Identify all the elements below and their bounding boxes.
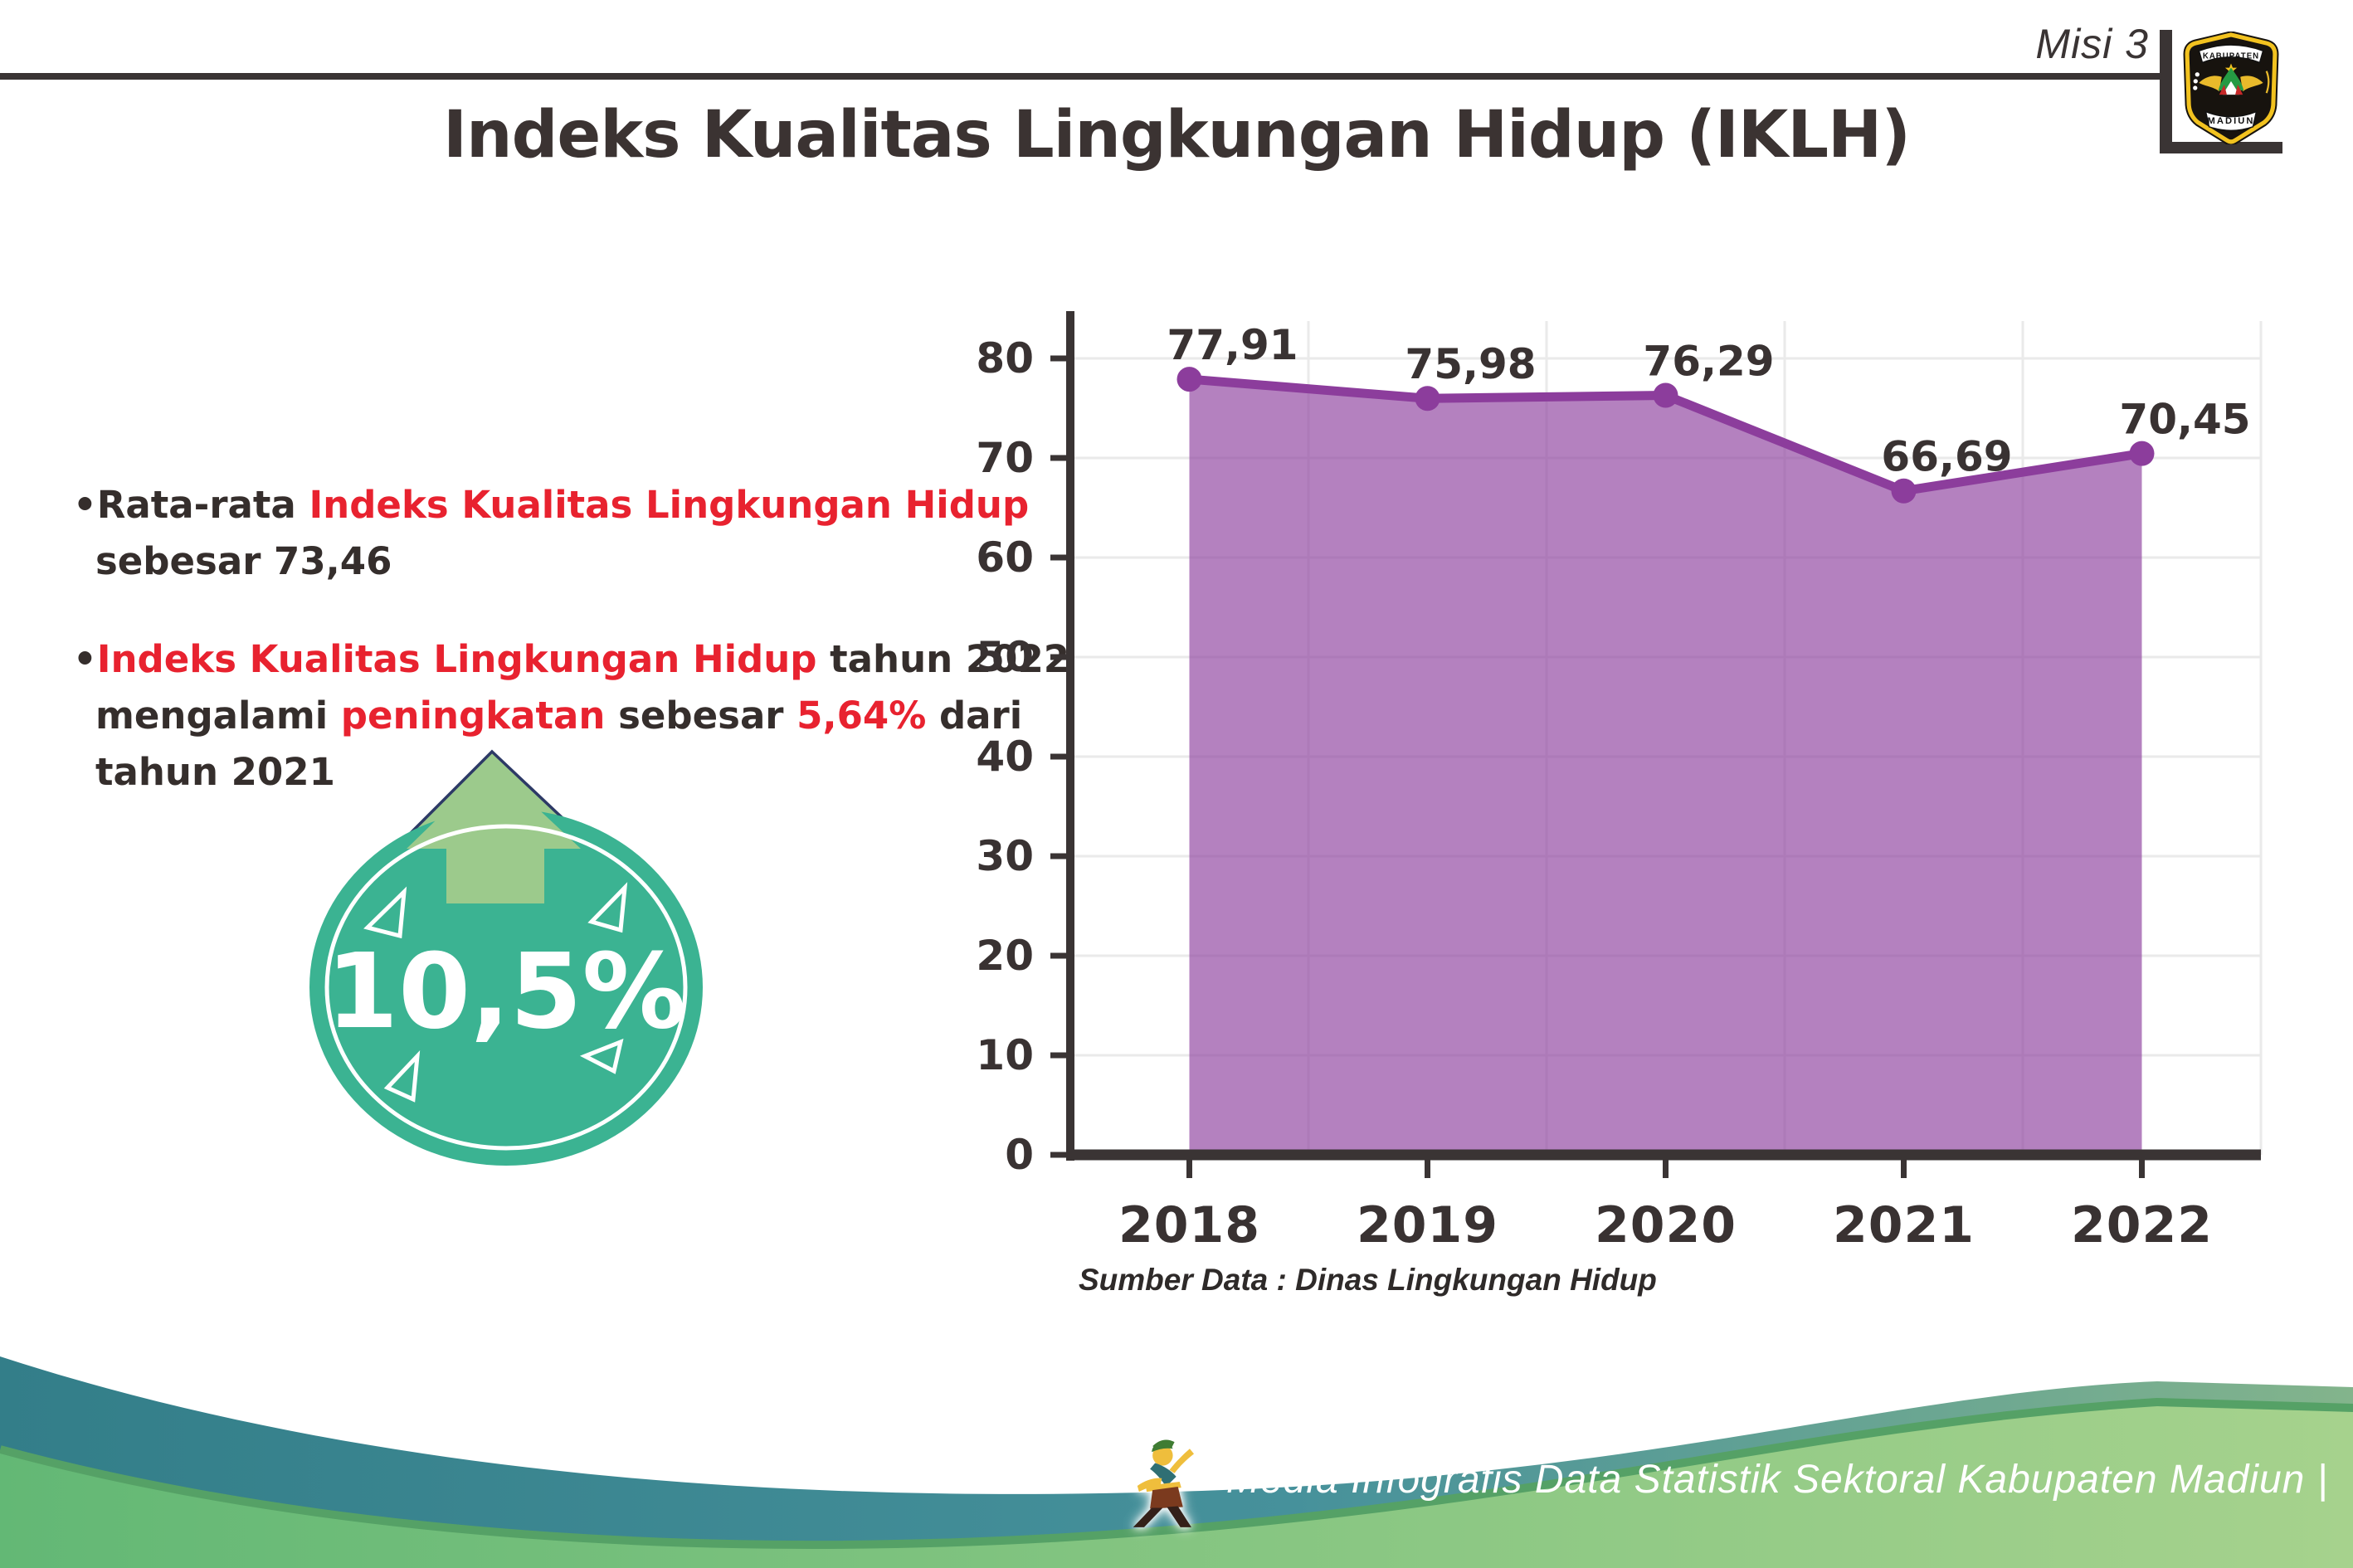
bullet-text-highlight: Indeks Kualitas Lingkungan Hidup [309,483,1030,527]
bullet-text: sebesar 73,46 [95,539,392,583]
mascot-icon [1133,1439,1195,1527]
bullet-text: sebesar [605,694,797,738]
x-tick-label: 2022 [2071,1196,2213,1254]
logo-top-banner [2198,44,2264,64]
footer-credit: Media Infografis Data Statistik Sektoral… [1226,1458,2329,1502]
chart-area-fill [1189,379,2142,1155]
bullet-text-highlight: peningkatan [340,694,606,738]
x-tick-label: 2021 [1833,1196,1975,1254]
mascot-leg-right [1167,1506,1191,1527]
data-point [1415,386,1440,411]
y-tick-label: 70 [976,434,1034,482]
up-arrow-base [407,766,581,903]
mascot-cap-swoosh [1152,1439,1175,1449]
logo-cotton-2 [2193,79,2198,84]
mascot-arm-left [1137,1478,1162,1493]
bullet-line: •Indeks Kualitas Lingkungan Hidup tahun … [73,631,1069,688]
logo-cotton-1 [2195,72,2200,77]
badge-inner-ring [324,824,688,1151]
y-tick-label: 10 [976,1031,1034,1079]
data-point [1176,367,1202,392]
data-label: 77,91 [1167,321,1298,369]
data-label: 66,69 [1881,433,2012,481]
data-point [1653,382,1678,408]
logo-frame-horizontal [2160,142,2282,153]
bullet-text-highlight: Indeks Kualitas Lingkungan Hidup [96,637,817,681]
data-point [2129,441,2155,466]
bullet-text: • [73,637,97,681]
logo-flame-right [2235,84,2243,95]
bullet-average-iklh: •Rata-rata Indeks Kualitas Lingkungan Hi… [73,477,1052,590]
logo-cotton-3 [2193,85,2198,90]
badge-value: 10,5% [326,932,686,1052]
y-tick-label: 40 [976,733,1034,781]
logo-top-text: KABUPATEN [2203,51,2259,61]
bullet-text: tahun 2021 [95,750,335,794]
data-label: 76,29 [1643,338,1774,386]
logo-wing-left [2199,75,2222,92]
bullet-line: sebesar 73,46 [95,533,1052,590]
logo-wing-right [2240,75,2263,92]
bullet-text: mengalami [95,694,341,738]
mascot-head [1152,1445,1173,1466]
mascot-leg-left [1133,1507,1163,1527]
header-rule [0,73,2161,80]
x-tick-label: 2019 [1357,1196,1498,1254]
footer-wave-green [0,1406,2353,1568]
badge-circle [309,809,703,1166]
mascot-belt [1145,1481,1181,1493]
misi-label: Misi 3 [2035,21,2149,67]
x-tick-label: 2018 [1118,1196,1260,1254]
mascot-arm-right [1169,1449,1195,1473]
data-point [1891,478,1917,504]
data-label: 75,98 [1405,340,1536,388]
bullet-iklh-increase: •Indeks Kualitas Lingkungan Hidup tahun … [73,631,1069,801]
footer-wave [0,1356,2353,1568]
kabupaten-madiun-logo-icon: KABUPATEN MADIUN [2183,32,2279,144]
badge-spark-bottom-right [579,1038,624,1074]
y-tick-label: 80 [976,334,1034,382]
bullet-line: •Rata-rata Indeks Kualitas Lingkungan Hi… [73,477,1052,533]
mascot-skirt [1150,1487,1183,1509]
page-title: Indeks Kualitas Lingkungan Hidup (IKLH) [443,98,1911,173]
logo-bottom-text: MADIUN [2208,116,2255,126]
x-tick-label: 2020 [1595,1196,1737,1254]
logo-frame-vertical [2160,30,2172,153]
footer-wave-seam [0,1397,2353,1551]
data-label: 70,45 [2119,396,2250,444]
logo-bottom-ribbon [2204,110,2258,132]
bullet-line: mengalami peningkatan sebesar 5,64% dari [95,688,1052,744]
bullet-line: tahun 2021 [95,744,1052,801]
logo-tree-icon [2218,67,2244,91]
badge-spark-bottom-left [383,1050,421,1103]
bullet-text: dari [926,694,1023,738]
chart-source-note: Sumber Data : Dinas Lingkungan Hidup [1079,1263,1657,1297]
y-tick-label: 20 [976,932,1034,980]
y-tick-label: 30 [976,832,1034,880]
logo-flame-left [2219,84,2227,95]
bullet-text: •Rata-rata [73,483,309,527]
mascot-torso [1150,1463,1176,1488]
logo-wheat-icon [2265,71,2270,94]
y-tick-label: 50 [976,633,1034,681]
y-tick-label: 0 [1005,1131,1034,1179]
y-tick-label: 60 [976,533,1034,582]
summary-bullets: •Rata-rata Indeks Kualitas Lingkungan Hi… [73,477,1069,842]
iklh-area-chart: 0 10 20 30 40 50 60 70 80 2018 2019 2020 2021 2022 77,… [976,311,2263,1254]
badge-spark-top-left [363,886,407,939]
bullet-text: tahun 2022 [816,637,1070,681]
growth-badge: 10,5% [309,749,703,1166]
badge-spark-top-right [587,882,628,933]
bullet-text-highlight: 5,64% [797,694,927,738]
logo-mountain-icon [2222,80,2240,95]
